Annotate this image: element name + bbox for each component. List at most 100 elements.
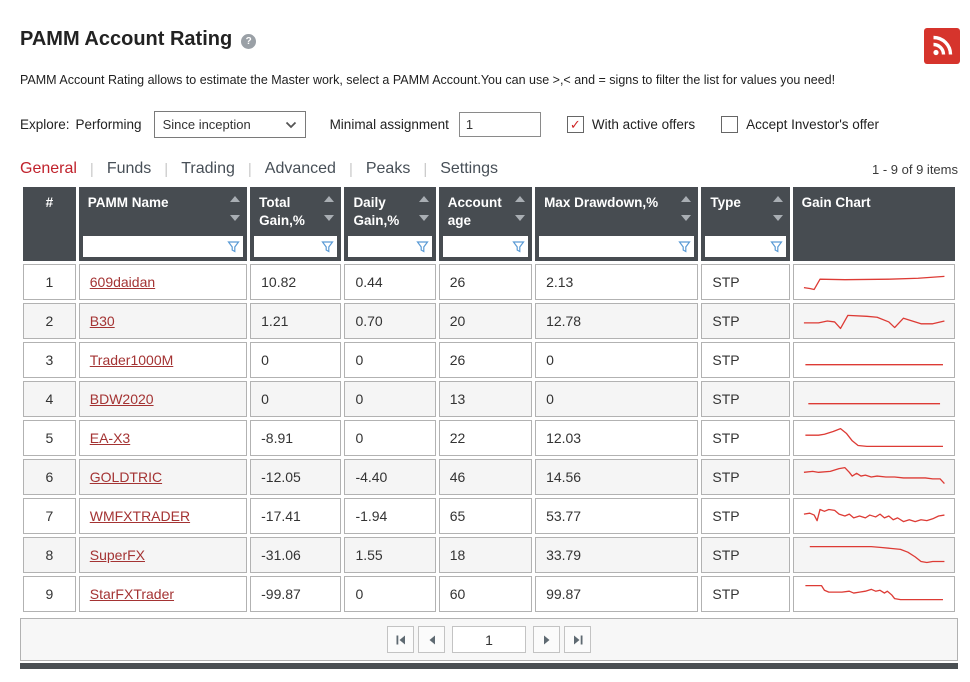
filter-input-max-drawdown[interactable] bbox=[539, 236, 679, 257]
cell-row-number: 8 bbox=[23, 537, 76, 573]
sort-ascending-icon[interactable] bbox=[230, 196, 241, 202]
pamm-account-link[interactable]: B30 bbox=[89, 313, 115, 329]
pamm-account-link[interactable]: SuperFX bbox=[89, 547, 145, 563]
help-icon[interactable]: ? bbox=[241, 33, 257, 49]
cell-max-drawdown: 14.56 bbox=[535, 459, 699, 495]
tab-funds[interactable]: Funds bbox=[106, 160, 152, 177]
filter-funnel-icon[interactable] bbox=[769, 240, 783, 253]
column-label: Max Drawdown,% bbox=[544, 195, 659, 210]
cell-pamm-name: B30 bbox=[78, 303, 248, 339]
pamm-account-link[interactable]: EA-X3 bbox=[89, 430, 131, 446]
cell-total-gain: -12.05 bbox=[250, 459, 342, 495]
filter-input-total-gain[interactable] bbox=[254, 236, 322, 257]
filter-input-pamm-name[interactable] bbox=[82, 236, 228, 257]
cell-account-age: 60 bbox=[438, 576, 533, 612]
cell-pamm-name: EA-X3 bbox=[78, 420, 248, 456]
items-count: 1 - 9 of 9 items bbox=[872, 162, 958, 177]
column-header-daily-gain[interactable]: Daily Gain,% bbox=[344, 187, 436, 261]
tabs-row: General | Funds | Trading | Advanced | Peaks | Set… bbox=[20, 160, 958, 178]
filter-funnel-icon[interactable] bbox=[512, 240, 525, 253]
cell-daily-gain: 0 bbox=[344, 381, 436, 417]
first-page-button[interactable] bbox=[387, 626, 414, 653]
checkbox-groups: ✓ With active offers Accept Investor's off… bbox=[541, 116, 879, 133]
column-header-type[interactable]: Type bbox=[701, 187, 790, 261]
tab-separator: | bbox=[423, 160, 428, 178]
table-row: 3 Trader1000M 0 0 26 0 STP bbox=[23, 342, 955, 378]
checkbox-accept-investor-s-offer[interactable]: Accept Investor's offer bbox=[721, 116, 879, 133]
column-header-gain-chart: Gain Chart bbox=[792, 187, 955, 261]
table-row: 2 B30 1.21 0.70 20 12.78 STP bbox=[23, 303, 955, 339]
filter-funnel-icon[interactable] bbox=[416, 240, 429, 253]
sort-arrows[interactable] bbox=[772, 196, 783, 221]
filter-funnel-icon[interactable] bbox=[678, 240, 692, 253]
cell-total-gain: -8.91 bbox=[250, 420, 342, 456]
sort-ascending-icon[interactable] bbox=[418, 196, 429, 202]
cell-account-age: 26 bbox=[438, 342, 533, 378]
sort-ascending-icon[interactable] bbox=[772, 196, 783, 202]
column-label: Total Gain,% bbox=[259, 195, 305, 229]
sort-arrows[interactable] bbox=[681, 196, 692, 221]
previous-page-button[interactable] bbox=[418, 626, 445, 653]
sort-arrows[interactable] bbox=[324, 196, 335, 221]
cell-row-number: 6 bbox=[23, 459, 76, 495]
rating-table: # PAMM Name Total Gain,% Daily Gain,% Accoun… bbox=[20, 184, 958, 615]
table-header-row: # PAMM Name Total Gain,% Daily Gain,% Accoun… bbox=[23, 187, 955, 261]
table-row: 6 GOLDTRIC -12.05 -4.40 46 14.56 STP bbox=[23, 459, 955, 495]
filter-input-type[interactable] bbox=[705, 236, 770, 257]
cell-account-age: 26 bbox=[438, 264, 533, 300]
unchecked-checkbox-icon[interactable] bbox=[721, 116, 739, 133]
sort-descending-icon[interactable] bbox=[515, 215, 526, 221]
gain-sparkline-chart bbox=[801, 580, 947, 608]
gain-sparkline-chart bbox=[801, 541, 947, 569]
cell-account-age: 20 bbox=[438, 303, 533, 339]
next-page-button[interactable] bbox=[533, 626, 560, 653]
column-header-pamm-name[interactable]: PAMM Name bbox=[78, 187, 248, 261]
checked-checkbox-icon[interactable]: ✓ bbox=[566, 116, 584, 133]
pamm-account-link[interactable]: GOLDTRIC bbox=[89, 469, 163, 485]
sort-arrows[interactable] bbox=[515, 196, 526, 221]
pamm-account-link[interactable]: WMFXTRADER bbox=[89, 508, 191, 524]
column-label: Gain Chart bbox=[801, 195, 871, 210]
page-number-input[interactable] bbox=[452, 626, 526, 653]
tab-general[interactable]: General bbox=[20, 160, 77, 177]
filter-input-daily-gain[interactable] bbox=[348, 236, 416, 257]
page-description: PAMM Account Rating allows to estimate t… bbox=[20, 73, 836, 87]
tab-separator: | bbox=[89, 160, 94, 178]
pamm-account-link[interactable]: 609daidan bbox=[89, 274, 156, 290]
tab-settings[interactable]: Settings bbox=[440, 160, 499, 177]
sort-descending-icon[interactable] bbox=[418, 215, 429, 221]
sort-descending-icon[interactable] bbox=[772, 215, 783, 221]
checkbox-with-active-offers[interactable]: ✓ With active offers bbox=[566, 116, 695, 133]
column-header-account-age[interactable]: Account age bbox=[438, 187, 533, 261]
period-select[interactable]: Since inception bbox=[153, 111, 306, 138]
sort-ascending-icon[interactable] bbox=[324, 196, 335, 202]
gain-sparkline-chart bbox=[801, 424, 947, 452]
sort-ascending-icon[interactable] bbox=[681, 196, 692, 202]
grid-bottom-bar bbox=[20, 663, 958, 669]
table-row: 7 WMFXTRADER -17.41 -1.94 65 53.77 STP bbox=[23, 498, 955, 534]
tab-trading[interactable]: Trading bbox=[181, 160, 235, 177]
tab-peaks[interactable]: Peaks bbox=[365, 160, 411, 177]
cell-total-gain: 1.21 bbox=[250, 303, 342, 339]
sort-arrows[interactable] bbox=[230, 196, 241, 221]
sort-ascending-icon[interactable] bbox=[515, 196, 526, 202]
explore-label: Explore: bbox=[20, 117, 70, 132]
sort-descending-icon[interactable] bbox=[230, 215, 241, 221]
sort-arrows[interactable] bbox=[418, 196, 429, 221]
sort-descending-icon[interactable] bbox=[681, 215, 692, 221]
column-header-total-gain[interactable]: Total Gain,% bbox=[250, 187, 342, 261]
column-header-max-drawdown[interactable]: Max Drawdown,% bbox=[535, 187, 699, 261]
pamm-account-link[interactable]: Trader1000M bbox=[89, 352, 174, 368]
minimal-assignment-input[interactable] bbox=[458, 112, 541, 137]
last-page-button[interactable] bbox=[564, 626, 591, 653]
filter-funnel-icon[interactable] bbox=[321, 240, 335, 253]
cell-total-gain: 10.82 bbox=[250, 264, 342, 300]
filter-input-account-age[interactable] bbox=[442, 236, 513, 257]
rss-icon[interactable] bbox=[924, 28, 960, 64]
pamm-account-link[interactable]: BDW2020 bbox=[89, 391, 154, 407]
pamm-account-link[interactable]: StarFXTrader bbox=[89, 586, 175, 602]
filter-funnel-icon[interactable] bbox=[227, 240, 240, 253]
tab-advanced[interactable]: Advanced bbox=[264, 160, 336, 177]
cell-row-number: 5 bbox=[23, 420, 76, 456]
sort-descending-icon[interactable] bbox=[324, 215, 335, 221]
